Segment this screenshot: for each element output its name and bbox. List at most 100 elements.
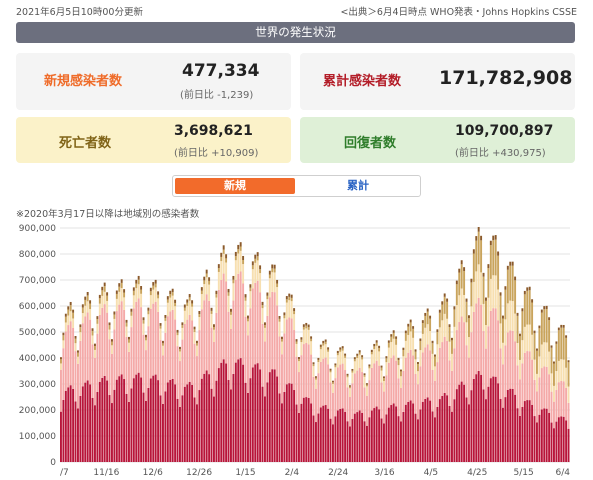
chart-note: ※2020年3月17日以降は地域別の感染者数 — [16, 209, 200, 220]
chart-bar-segment — [356, 357, 359, 371]
chart-bar-segment — [336, 367, 339, 411]
chart-bar-segment — [191, 384, 194, 462]
chart-bar-segment — [225, 258, 228, 263]
chart-bar-segment — [186, 305, 189, 320]
chart-bar-segment — [375, 406, 378, 462]
chart-bar-segment — [290, 294, 293, 298]
chart-bar-segment — [487, 297, 490, 327]
x-tick-label: 2/4 — [285, 468, 300, 478]
chart-bar-segment — [123, 289, 126, 293]
chart-bar-segment — [327, 364, 330, 409]
chart-bar-segment — [222, 273, 225, 360]
chart-bar-segment — [118, 291, 121, 305]
chart-bar-segment — [453, 306, 456, 310]
chart-bar-segment — [341, 348, 344, 351]
chart-bar-segment — [322, 405, 325, 462]
chart-bar-segment — [346, 373, 349, 376]
chart-bar-segment — [361, 359, 364, 373]
chart-bar-segment — [254, 364, 257, 462]
chart-bar-segment — [555, 343, 558, 372]
chart-bar-segment — [404, 357, 407, 405]
chart-bar-segment — [307, 324, 310, 328]
chart-bar-segment — [278, 321, 281, 337]
chart-bar-segment — [132, 290, 135, 296]
chart-bar-segment — [455, 280, 458, 285]
chart-bar-segment — [181, 339, 184, 396]
chart-bar-segment — [242, 264, 245, 284]
chart-bar-segment — [504, 397, 507, 462]
chart-bar-segment — [533, 416, 536, 462]
chart-bar-segment — [458, 272, 461, 296]
chart-bar-segment — [171, 309, 174, 379]
chart-bar-segment — [154, 301, 157, 375]
chart-bar-segment — [278, 318, 281, 322]
chart-bar-segment — [465, 298, 468, 302]
chart-bar-segment — [147, 310, 150, 315]
chart-bar-segment — [523, 401, 526, 462]
chart-bar-segment — [339, 349, 342, 352]
chart-bar-segment — [557, 327, 560, 331]
chart-bar-segment — [315, 379, 317, 389]
chart-bar-segment — [400, 388, 402, 422]
chart-bar-segment — [358, 410, 361, 462]
chart-bar-segment — [407, 326, 410, 335]
chart-bar-segment — [514, 313, 517, 342]
chart-bar-segment — [565, 387, 568, 421]
chart-bar-segment — [356, 355, 359, 358]
tab-total[interactable]: 累計 — [347, 179, 369, 192]
chart-bar-segment — [448, 327, 451, 342]
chart-bar-segment — [560, 327, 563, 360]
chart-bar-segment — [453, 309, 456, 327]
chart-bar-segment — [64, 331, 67, 391]
chart-bar-segment — [147, 314, 150, 327]
chart-bar-segment — [460, 288, 463, 317]
chart-bar-segment — [135, 374, 138, 462]
chart-bar-segment — [555, 390, 558, 422]
tab-new[interactable]: 新規 — [175, 178, 295, 194]
chart-bar-segment — [89, 300, 92, 304]
chart-bar-segment — [375, 360, 378, 407]
chart-bar-segment — [351, 372, 354, 384]
chart-bar-segment — [557, 417, 560, 462]
chart-bar-segment — [77, 350, 79, 353]
chart-bar-segment — [295, 343, 298, 357]
chart-bar-segment — [509, 300, 512, 331]
chart-bar-segment — [390, 334, 393, 337]
chart-bar-segment — [232, 373, 235, 462]
chart-bar-segment — [273, 369, 276, 462]
chart-bar-segment — [244, 382, 247, 462]
chart-bar-segment — [67, 309, 70, 316]
chart-bar-segment — [356, 370, 359, 413]
new-cases-card: 新規感染者数 477,334 (前日比 -1,239) — [16, 53, 291, 110]
new-cases-label: 新規感染者数 — [44, 74, 123, 89]
chart-bar-segment — [285, 319, 288, 385]
chart-bar-segment — [329, 418, 332, 462]
chart-bar-segment — [62, 332, 65, 336]
chart-bar-segment — [540, 309, 543, 313]
chart-bar-segment — [324, 341, 327, 345]
y-tick-label: 100,000 — [19, 432, 56, 442]
chart-bar-segment — [414, 351, 417, 360]
chart-bar-segment — [273, 272, 276, 293]
chart-bar-segment — [417, 419, 419, 462]
chart-bar-segment — [310, 336, 313, 339]
chart-bar-segment — [485, 325, 487, 349]
chart-bar-segment — [327, 351, 330, 365]
chart-bar-segment — [366, 395, 368, 426]
chart-bar-segment — [421, 320, 424, 324]
chart-bar-segment — [111, 341, 113, 346]
chart-bar-segment — [470, 332, 473, 391]
chart-bar-segment — [567, 428, 570, 462]
chart-bar-segment — [98, 298, 101, 304]
chart-bar-segment — [312, 364, 315, 367]
chart-bar-segment — [538, 377, 541, 415]
chart-bar-segment — [254, 262, 257, 283]
chart-bar-segment — [72, 309, 75, 313]
chart-bar-segment — [477, 297, 480, 372]
chart-bar-segment — [477, 227, 480, 232]
chart-bar-segment — [509, 388, 512, 462]
chart-bar-segment — [545, 308, 548, 343]
chart-bar-segment — [487, 326, 490, 387]
chart-bar-segment — [288, 383, 291, 462]
deaths-value: 3,698,621 — [174, 123, 253, 139]
